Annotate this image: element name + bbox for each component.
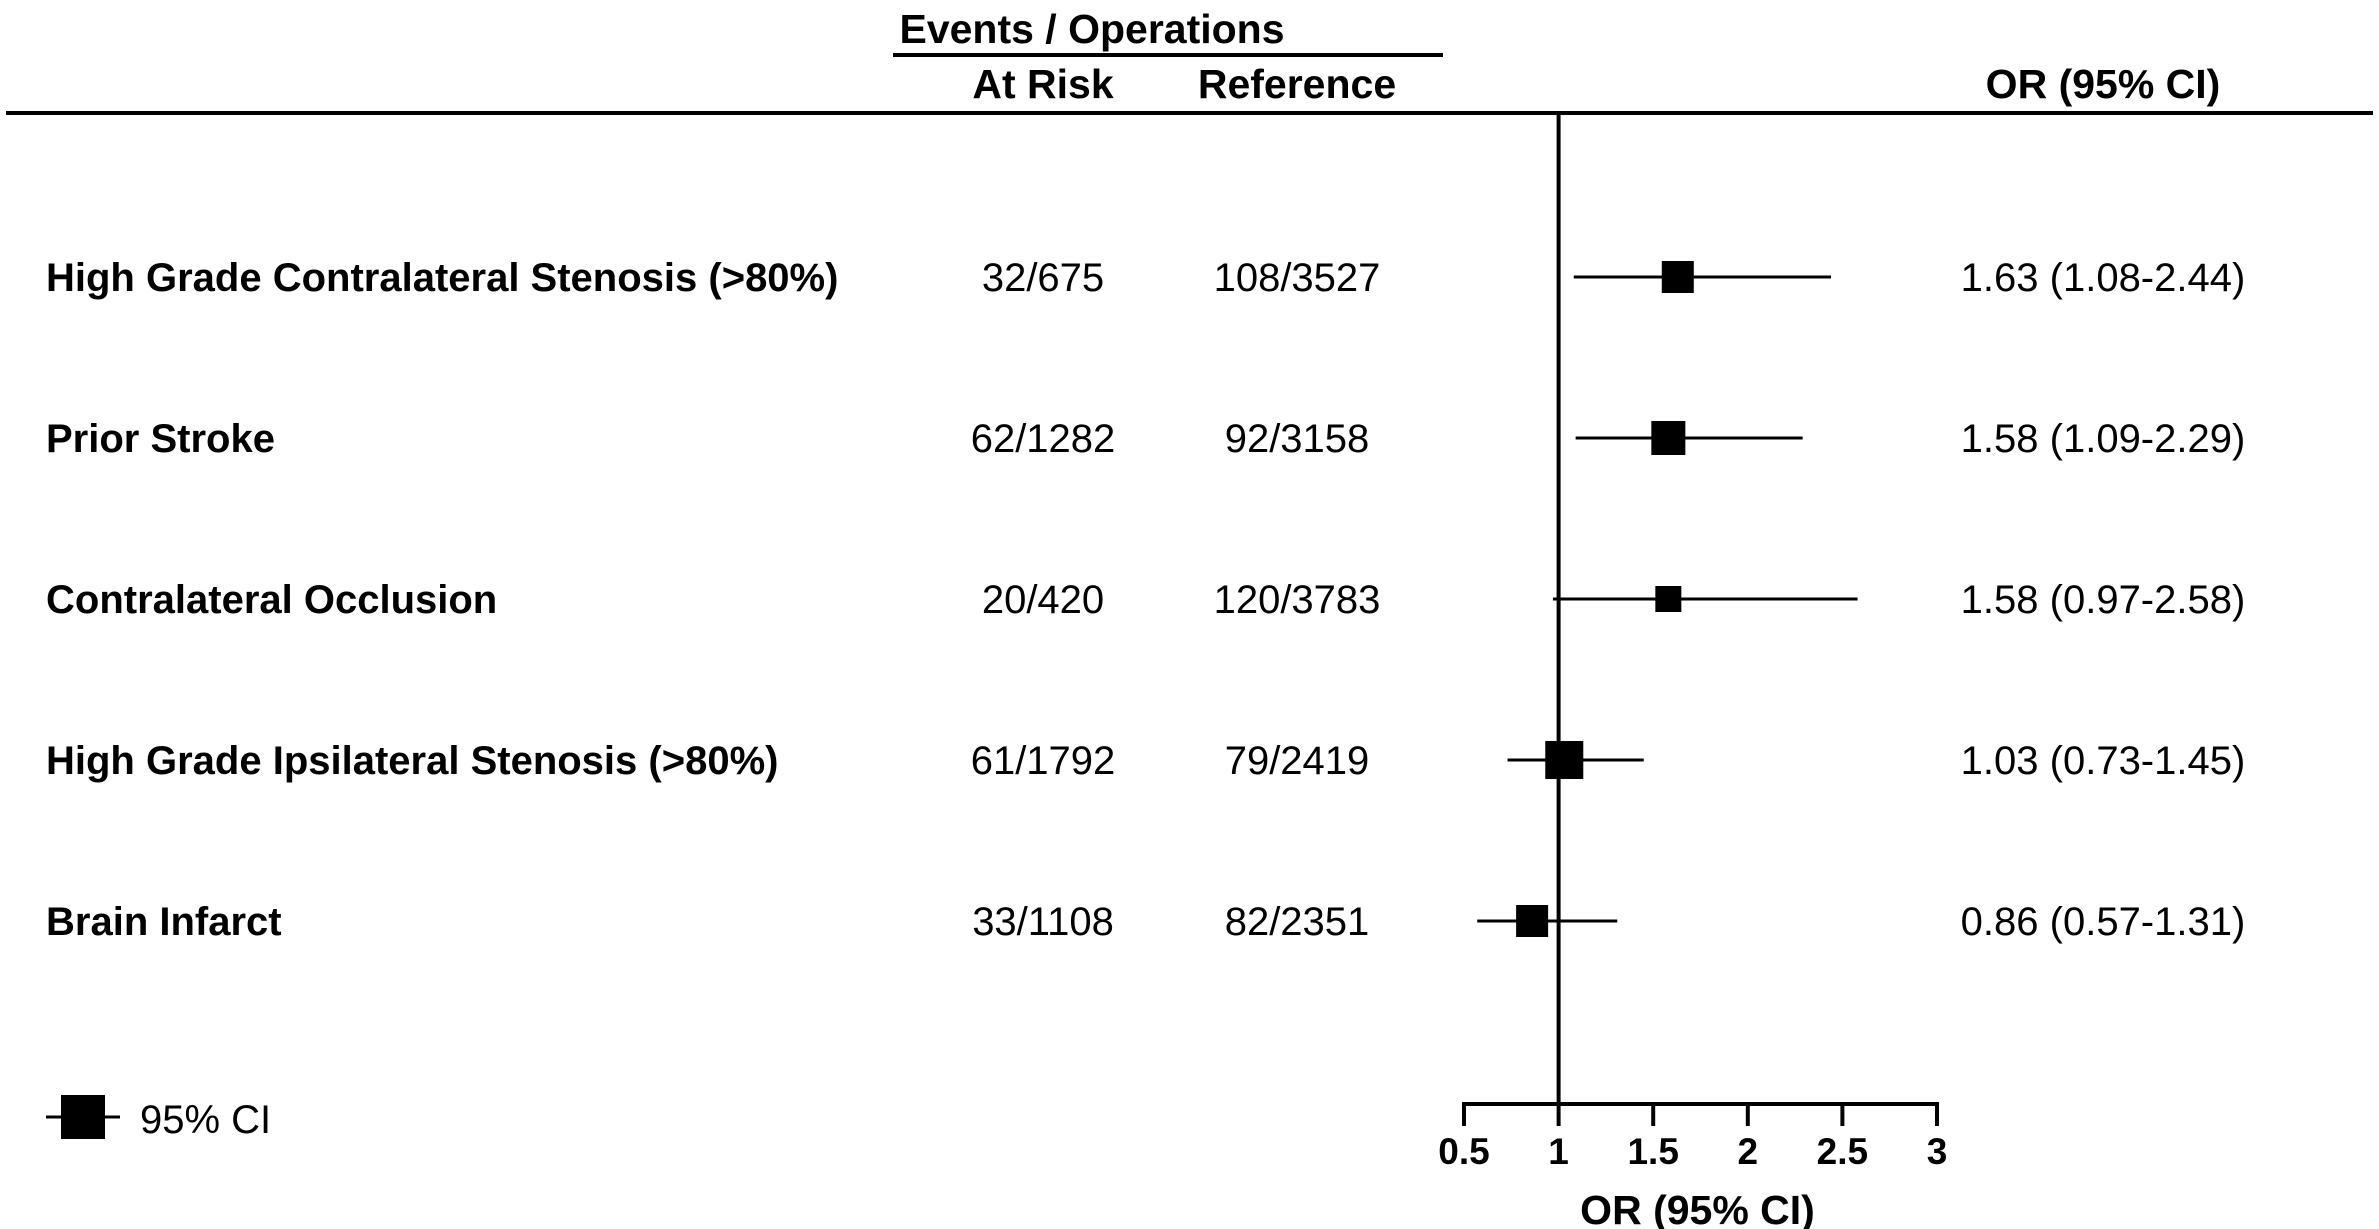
x-tick-label: 0.5	[1438, 1131, 1489, 1172]
row-label: High Grade Ipsilateral Stenosis (>80%)	[46, 739, 778, 783]
forest-row: High Grade Contralateral Stenosis (>80%)…	[46, 256, 2245, 300]
rows-layer: High Grade Contralateral Stenosis (>80%)…	[46, 113, 2245, 1104]
x-axis: 0.5 1 1.5 2 2.5 3 OR (95% CI)	[1438, 1102, 1947, 1229]
forest-row: Contralateral Occlusion 20/420 120/3783 1.5…	[46, 578, 2245, 622]
column-header-reference: Reference	[1198, 61, 1396, 107]
x-tick-label: 1	[1548, 1131, 1569, 1172]
or-marker	[1661, 261, 1694, 293]
row-label: Brain Infarct	[46, 900, 282, 944]
reference-value: 92/3158	[1225, 417, 1370, 461]
column-header-at-risk: At Risk	[972, 61, 1113, 107]
x-tick-label: 1.5	[1627, 1131, 1678, 1172]
or-marker	[1655, 586, 1682, 612]
x-axis-label: OR (95% CI)	[1580, 1187, 1815, 1229]
forest-row: Brain Infarct 33/1108 82/2351 0.86 (0.57-1.…	[46, 900, 2245, 944]
legend-square-marker	[61, 1095, 105, 1139]
x-tick-label: 2.5	[1817, 1131, 1868, 1172]
at-risk-value: 32/675	[982, 256, 1104, 300]
x-tick-label: 2	[1738, 1131, 1759, 1172]
row-label: Contralateral Occlusion	[46, 578, 497, 622]
reference-value: 120/3783	[1214, 578, 1381, 622]
forest-row: Prior Stroke 62/1282 92/3158 1.58 (1.09-2.2…	[46, 417, 2245, 461]
at-risk-value: 20/420	[982, 578, 1104, 622]
or-ci-value: 1.58 (0.97-2.58)	[1961, 578, 2246, 622]
or-marker	[1516, 905, 1549, 937]
forest-row: High Grade Ipsilateral Stenosis (>80%) 61…	[46, 739, 2245, 783]
or-marker	[1545, 741, 1584, 779]
at-risk-value: 33/1108	[972, 900, 1114, 944]
x-tick-label: 3	[1927, 1131, 1948, 1172]
reference-value: 108/3527	[1214, 256, 1381, 300]
at-risk-value: 62/1282	[971, 417, 1116, 461]
row-label: High Grade Contralateral Stenosis (>80%)	[46, 256, 838, 300]
or-ci-value: 1.58 (1.09-2.29)	[1961, 417, 2246, 461]
row-label: Prior Stroke	[46, 417, 275, 461]
column-header-or: OR (95% CI)	[1986, 61, 2221, 107]
or-ci-value: 1.03 (0.73-1.45)	[1961, 739, 2246, 783]
or-marker	[1651, 421, 1686, 455]
legend: 95% CI	[46, 1095, 271, 1142]
at-risk-value: 61/1792	[971, 739, 1116, 783]
or-ci-value: 0.86 (0.57-1.31)	[1961, 900, 2246, 944]
legend-label: 95% CI	[140, 1098, 271, 1142]
reference-value: 79/2419	[1225, 739, 1370, 783]
or-ci-value: 1.63 (1.08-2.44)	[1961, 256, 2246, 300]
reference-value: 82/2351	[1225, 900, 1370, 944]
group-header-title: Events / Operations	[899, 6, 1284, 52]
